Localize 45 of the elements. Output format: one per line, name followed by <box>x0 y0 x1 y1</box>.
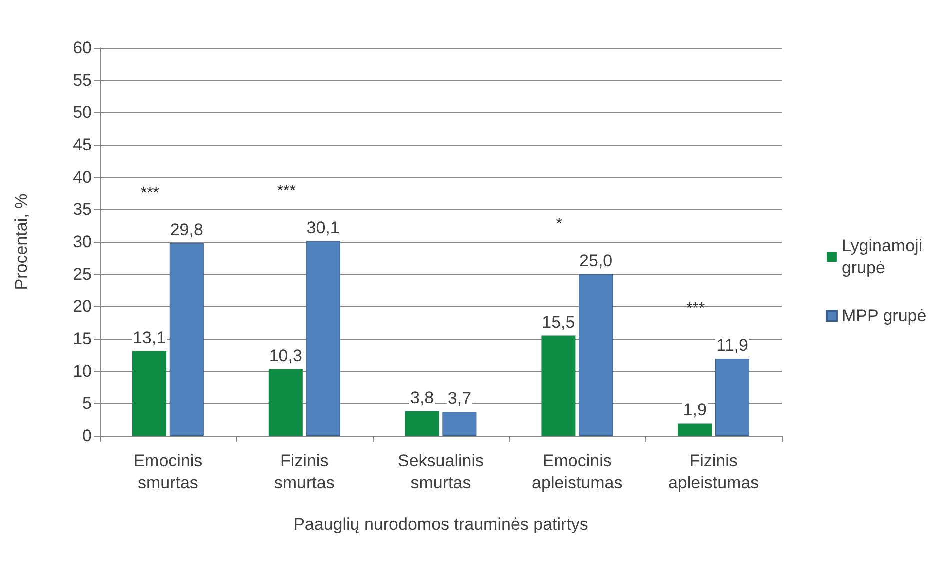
bar <box>542 336 576 436</box>
bar <box>678 424 712 436</box>
y-tick-label: 20 <box>73 297 92 316</box>
y-tick-label: 35 <box>73 200 92 220</box>
bar <box>132 351 166 436</box>
x-tick-label: Seksualinis smurtas <box>398 452 484 492</box>
bar <box>716 359 750 436</box>
y-tick-label: 50 <box>73 103 92 122</box>
x-tick-label: Fizinis apleistumas <box>668 452 760 492</box>
annotation: * <box>556 216 563 233</box>
bar <box>442 412 477 436</box>
y-tick-label: 30 <box>73 232 92 252</box>
y-tick-label: 5 <box>82 394 92 414</box>
bar <box>579 274 614 436</box>
bar <box>268 369 303 436</box>
data-label: 30,1 <box>306 218 340 238</box>
y-tick-label: 45 <box>73 136 92 154</box>
bar <box>170 243 204 436</box>
y-tick-label: 10 <box>73 362 92 381</box>
y-tick-label: 0 <box>82 426 92 446</box>
data-label: 15,5 <box>542 312 576 332</box>
data-label: 10,3 <box>269 346 302 366</box>
data-label: 1,9 <box>683 400 707 420</box>
x-tick-label: Emocinis apleistumas <box>532 452 623 492</box>
y-axis-title: Procentai, % <box>12 194 31 290</box>
y-tick-label: 55 <box>73 70 92 90</box>
y-tick-label: 25 <box>73 264 92 284</box>
legend-label: MPP grupė <box>842 306 927 326</box>
y-tick-label: 15 <box>73 330 92 348</box>
data-label: 25,0 <box>580 251 613 270</box>
legend-label: Lyginamoji grupė <box>842 236 923 278</box>
data-label: 11,9 <box>716 336 748 356</box>
x-tick-label: Emocinis smurtas <box>134 452 203 492</box>
annotation: *** <box>140 184 160 202</box>
bar <box>306 241 340 436</box>
x-axis-title: Paauglių nurodomos trauminės patirtys <box>294 515 588 534</box>
data-label: 3,8 <box>410 388 434 408</box>
data-label: 13,1 <box>132 328 166 348</box>
data-label: 29,8 <box>170 220 204 240</box>
y-tick-label: 40 <box>73 168 92 187</box>
x-tick-label: Fizinis smurtas <box>274 452 335 492</box>
data-label: 3,7 <box>448 389 472 408</box>
y-tick-label: 60 <box>73 38 92 58</box>
annotation: *** <box>277 182 296 200</box>
bar <box>405 411 440 436</box>
